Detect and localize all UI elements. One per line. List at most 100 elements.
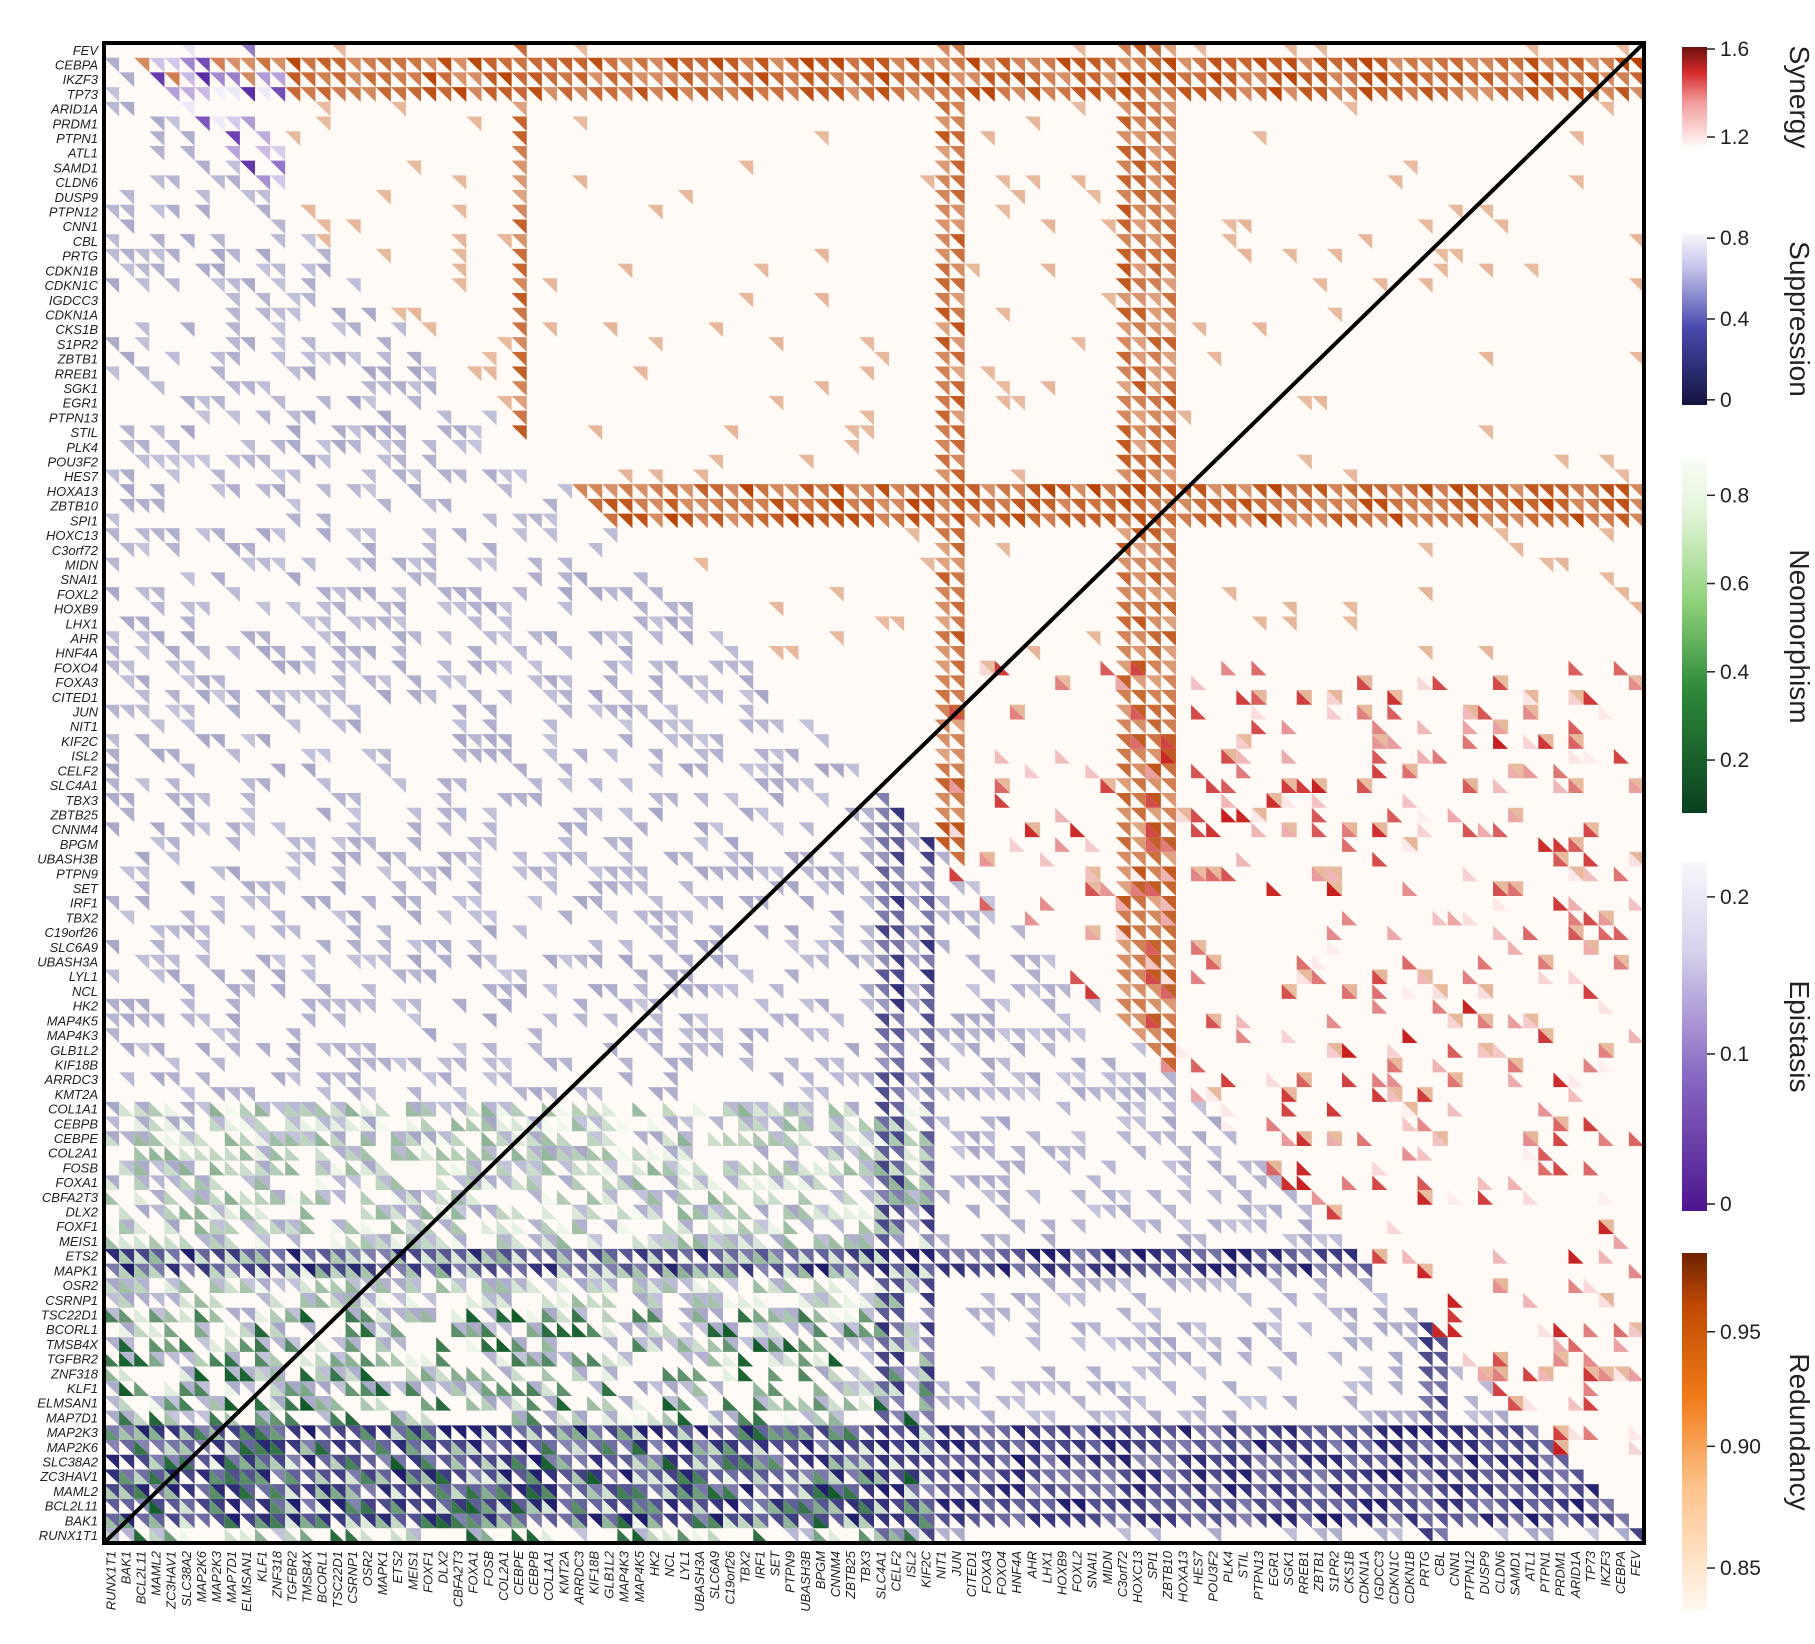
- heatmap-cell-triangle: [315, 1175, 331, 1191]
- heatmap-cell-triangle: [164, 1219, 180, 1235]
- heatmap-cell-triangle: [119, 1410, 135, 1426]
- heatmap-cell-triangle: [587, 1278, 603, 1293]
- heatmap-cell-triangle: [556, 1322, 573, 1338]
- heatmap-cell-triangle: [1085, 1366, 1101, 1382]
- heatmap-cell-triangle: [843, 1337, 859, 1352]
- heatmap-cell-triangle: [1568, 1498, 1584, 1514]
- heatmap-cell-triangle: [254, 1469, 271, 1485]
- heatmap-cell-triangle: [1296, 1498, 1312, 1514]
- heatmap-cell-triangle: [617, 1425, 633, 1441]
- heatmap-cell-triangle: [1583, 1351, 1599, 1367]
- heatmap-cell-triangle: [964, 1425, 980, 1441]
- heatmap-cell-triangle: [511, 1248, 527, 1264]
- heatmap-cell-triangle: [602, 1395, 618, 1411]
- heatmap-cell-triangle: [390, 1454, 406, 1470]
- heatmap-cell-triangle: [526, 1160, 542, 1176]
- heatmap-cell-triangle: [1236, 1190, 1252, 1205]
- heatmap-cell-triangle: [919, 1248, 935, 1264]
- heatmap-cell-triangle: [239, 1366, 255, 1382]
- heatmap-cell-triangle: [254, 1263, 271, 1279]
- heatmap-cell-triangle: [979, 1263, 995, 1279]
- heatmap-cell-triangle: [783, 1351, 799, 1367]
- heatmap-cell-triangle: [209, 1204, 225, 1220]
- heatmap-cell-triangle: [1583, 1395, 1599, 1411]
- heatmap-cell-triangle: [481, 1498, 497, 1514]
- heatmap-cell-triangle: [768, 1248, 784, 1264]
- heatmap-cell-triangle: [239, 1263, 255, 1279]
- heatmap-cell-triangle: [813, 1395, 829, 1411]
- heatmap-cell-triangle: [1598, 1293, 1614, 1308]
- heatmap-cell-triangle: [1070, 1484, 1086, 1499]
- heatmap-cell-triangle: [753, 1248, 769, 1264]
- heatmap-cell-triangle: [1357, 1513, 1373, 1529]
- heatmap-cell-triangle: [783, 1278, 799, 1293]
- heatmap-cell-triangle: [647, 1190, 663, 1205]
- heatmap-cell-triangle: [813, 1469, 829, 1485]
- heatmap-cell-triangle: [345, 1454, 361, 1470]
- heatmap-cell-triangle: [617, 1263, 633, 1279]
- heatmap-cell-triangle: [526, 1322, 542, 1338]
- heatmap-cell-triangle: [904, 1410, 920, 1426]
- heatmap-cell-triangle: [723, 1351, 739, 1367]
- heatmap-cell-triangle: [1266, 1469, 1282, 1485]
- heatmap-cell-triangle: [526, 1454, 542, 1470]
- heatmap-cell-triangle: [572, 1175, 588, 1191]
- heatmap-cell-triangle: [345, 1513, 361, 1529]
- heatmap-cell-triangle: [511, 1278, 527, 1293]
- heatmap-cell-triangle: [511, 1440, 527, 1455]
- heatmap-cell-triangle: [572, 1366, 588, 1382]
- heatmap-cell-triangle: [707, 1263, 724, 1279]
- heatmap-cell-triangle: [1024, 1322, 1041, 1338]
- heatmap-cell-triangle: [707, 1513, 724, 1529]
- heatmap-cell-triangle: [451, 1204, 467, 1220]
- heatmap-cell-triangle: [270, 1410, 286, 1426]
- heatmap-cell-triangle: [224, 1234, 240, 1249]
- heatmap-cell-triangle: [753, 1175, 769, 1191]
- heatmap-cell-triangle: [315, 1351, 331, 1367]
- heatmap-cell-triangle: [1040, 1454, 1056, 1470]
- heatmap-cell-triangle: [828, 1425, 844, 1441]
- heatmap-cell-triangle: [1175, 1190, 1192, 1205]
- heatmap-cell-triangle: [239, 1484, 255, 1499]
- heatmap-cell-triangle: [934, 1484, 950, 1499]
- heatmap-cell-triangle: [1477, 1190, 1494, 1205]
- heatmap-cell-triangle: [194, 1190, 210, 1205]
- heatmap-cell-triangle: [587, 1248, 603, 1264]
- heatmap-cell-triangle: [451, 1307, 467, 1323]
- heatmap-cell-triangle: [1145, 1307, 1161, 1323]
- heatmap-cell-triangle: [1538, 1440, 1554, 1455]
- heatmap-cell-triangle: [1175, 1263, 1192, 1279]
- heatmap-cell-triangle: [707, 1498, 724, 1514]
- heatmap-cell-triangle: [1070, 1293, 1086, 1308]
- heatmap-cell-triangle: [949, 1484, 965, 1499]
- heatmap-cell-triangle: [496, 1454, 512, 1470]
- heatmap-cell-triangle: [1326, 1440, 1343, 1455]
- heatmap-cell-triangle: [768, 1498, 784, 1514]
- heatmap-cell-triangle: [405, 1219, 422, 1235]
- heatmap-cell-triangle: [1191, 1410, 1207, 1426]
- heatmap-cell-triangle: [360, 1263, 376, 1279]
- heatmap-cell-triangle: [436, 1498, 452, 1514]
- heatmap-cell-triangle: [768, 1337, 784, 1352]
- heatmap-cell-triangle: [889, 1293, 905, 1308]
- heatmap-cell-triangle: [1342, 1381, 1358, 1396]
- heatmap-cell-triangle: [119, 1528, 135, 1543]
- heatmap-cell-triangle: [496, 1278, 512, 1293]
- heatmap-cell-triangle: [904, 1248, 920, 1264]
- heatmap-cell-triangle: [858, 1513, 874, 1529]
- heatmap-cell-triangle: [1251, 1484, 1267, 1499]
- heatmap-cell-triangle: [874, 1366, 890, 1382]
- heatmap-cell-triangle: [360, 1513, 376, 1529]
- heatmap-cell-triangle: [360, 1381, 376, 1396]
- heatmap-cell-triangle: [194, 1175, 210, 1191]
- heatmap-cell-triangle: [556, 1190, 573, 1205]
- heatmap-cell-triangle: [677, 1278, 693, 1293]
- heatmap-cell-triangle: [179, 1425, 195, 1441]
- heatmap-cell-triangle: [300, 1469, 316, 1485]
- heatmap-cell-triangle: [466, 1381, 482, 1396]
- heatmap-cell-triangle: [1024, 1293, 1041, 1308]
- heatmap-cell-triangle: [1598, 1190, 1614, 1205]
- heatmap-cell-triangle: [813, 1278, 829, 1293]
- heatmap-cell-triangle: [209, 1219, 225, 1235]
- heatmap-cell-triangle: [556, 1248, 573, 1264]
